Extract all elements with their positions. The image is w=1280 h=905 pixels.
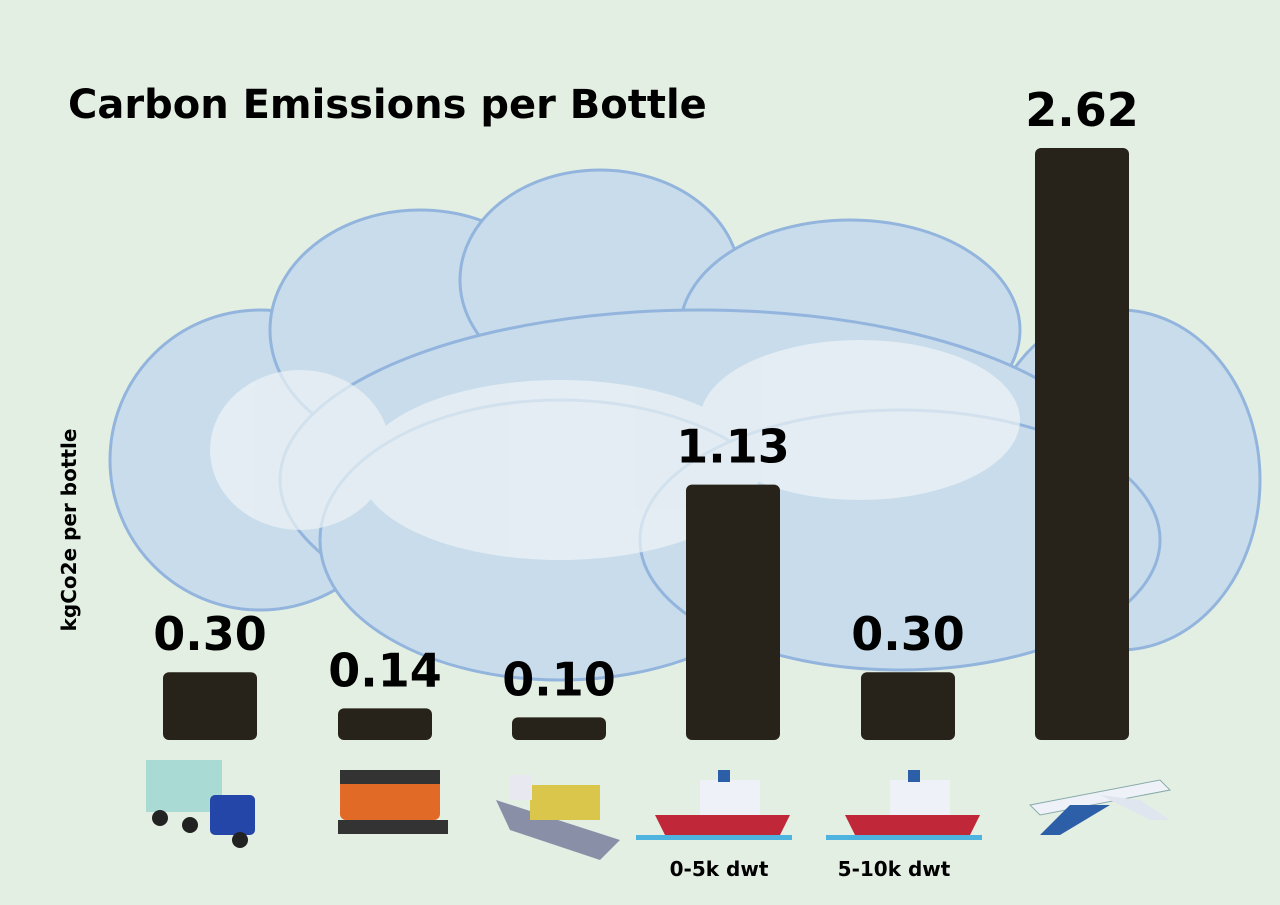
- x-tick-label: 0-5k dwt: [670, 857, 769, 881]
- chart-title: Carbon Emissions per Bottle: [68, 82, 707, 128]
- value-label: 2.62: [1025, 83, 1139, 137]
- bar: [861, 672, 955, 740]
- x-tick-label: 5-10k dwt: [838, 857, 951, 881]
- bar: [338, 708, 432, 740]
- train-icon: [338, 770, 448, 834]
- cloud-highlight: [210, 340, 1020, 560]
- value-label: 0.30: [153, 607, 267, 661]
- value-label: 1.13: [676, 420, 790, 474]
- ferry-icon: [826, 770, 982, 840]
- bar: [163, 672, 257, 740]
- value-label: 0.14: [328, 643, 442, 697]
- truck-icon: [146, 760, 255, 848]
- value-label: 0.30: [851, 607, 965, 661]
- bar: [1035, 148, 1129, 740]
- ferry-icon: [636, 770, 792, 840]
- y-axis-label: kgCo2e per bottle: [57, 429, 81, 632]
- container-ship-icon: [496, 775, 620, 860]
- bar: [686, 484, 780, 740]
- bar: [512, 717, 606, 740]
- plane-icon: [1028, 779, 1172, 835]
- value-label: 0.10: [502, 652, 616, 706]
